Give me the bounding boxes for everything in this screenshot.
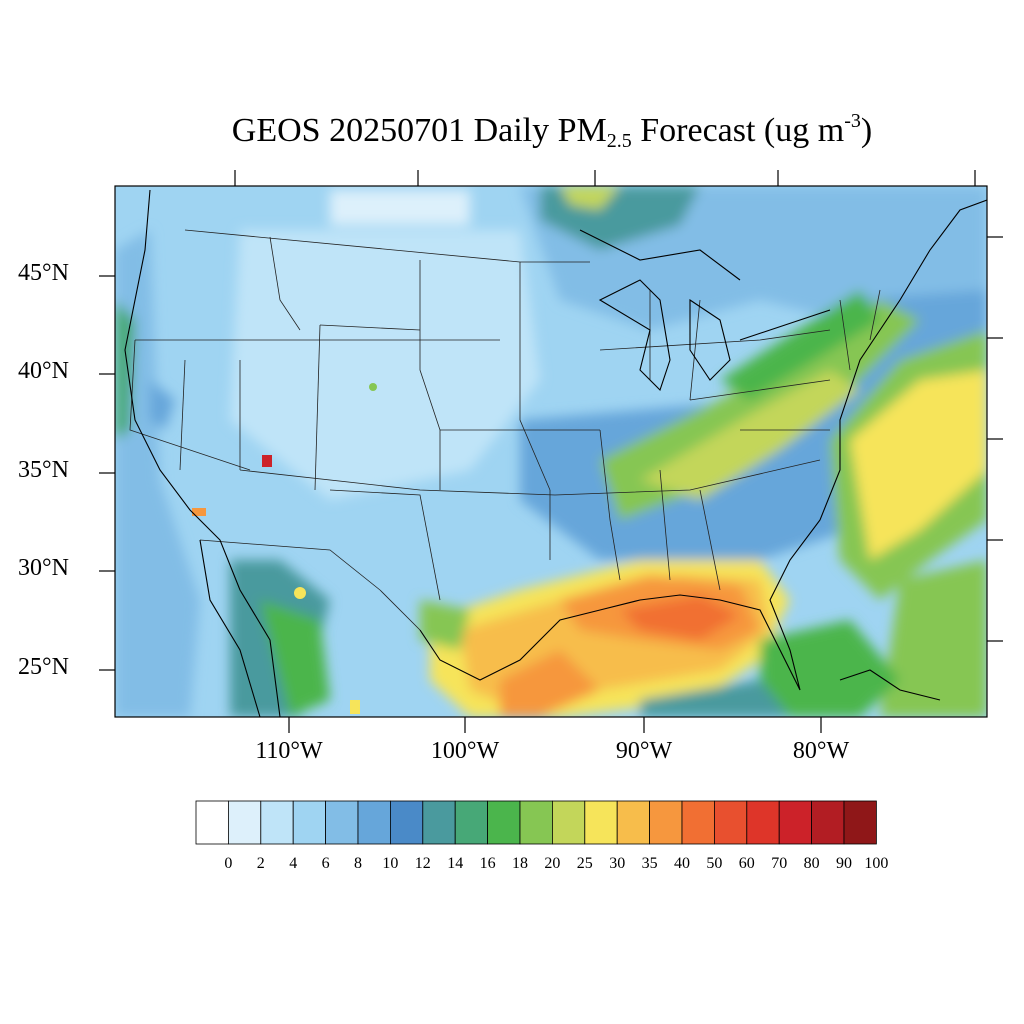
colorbar-label: 4 (289, 855, 298, 872)
colorbar-label: 16 (479, 855, 496, 872)
lat-label-30: 30°N (18, 555, 69, 581)
colorbar-label: 100 (864, 855, 889, 872)
lat-label-25: 25°N (18, 654, 69, 680)
map-title: GEOS 20250701 Daily PM2.5 Forecast (ug m… (231, 110, 873, 152)
colorbar-label: 25 (576, 855, 593, 872)
colorbar-box (746, 800, 780, 845)
colorbar-box (389, 800, 424, 845)
lon-label-80: 80°W (792, 738, 850, 764)
colorbar-box (422, 800, 456, 845)
concentration-field (115, 186, 987, 717)
coastlines (124, 189, 987, 717)
map-frame (114, 185, 988, 718)
colorbar (195, 800, 877, 845)
colorbar-box (649, 800, 683, 845)
lon-label-110: 110°W (255, 738, 323, 764)
colorbar-box (195, 800, 229, 845)
colorbar-box (292, 800, 327, 845)
colorbar-box (357, 800, 391, 845)
colorbar-label: 80 (803, 855, 820, 872)
colorbar-box (843, 800, 877, 845)
colorbar-label: 14 (447, 855, 464, 872)
colorbar-box (454, 800, 489, 845)
colorbar-label: 2 (256, 855, 265, 872)
colorbar-label: 70 (771, 855, 788, 872)
colorbar-box (552, 800, 586, 845)
colorbar-label: 35 (641, 855, 658, 872)
colorbar-label: 12 (414, 855, 431, 872)
colorbar-box (616, 800, 651, 845)
colorbar-box (681, 800, 715, 845)
lon-label-100: 100°W (430, 738, 500, 764)
colorbar-box (227, 800, 262, 845)
colorbar-label: 50 (706, 855, 723, 872)
colorbar-box (519, 800, 553, 845)
colorbar-box (584, 800, 618, 845)
colorbar-label: 20 (544, 855, 561, 872)
lat-label-45: 45°N (18, 260, 69, 286)
colorbar-label: 40 (674, 855, 690, 872)
colorbar-box (778, 800, 813, 845)
colorbar-box (487, 800, 521, 845)
colorbar-label: 10 (382, 855, 399, 872)
colorbar-box (260, 800, 294, 845)
colorbar-box (325, 800, 359, 845)
lat-label-40: 40°N (18, 358, 69, 384)
colorbar-label: 18 (512, 855, 528, 872)
tick-marks (99, 170, 1003, 733)
lon-label-90: 90°W (615, 738, 673, 764)
colorbar-box (714, 800, 748, 845)
colorbar-label: 60 (738, 855, 755, 872)
colorbar-label: 30 (609, 855, 626, 872)
colorbar-box (811, 800, 845, 845)
lat-label-35: 35°N (18, 457, 69, 483)
colorbar-label: 0 (224, 855, 233, 872)
colorbar-label: 6 (321, 855, 330, 872)
colorbar-label: 90 (836, 855, 852, 872)
colorbar-label: 8 (354, 855, 362, 872)
state-boundaries (129, 229, 881, 631)
